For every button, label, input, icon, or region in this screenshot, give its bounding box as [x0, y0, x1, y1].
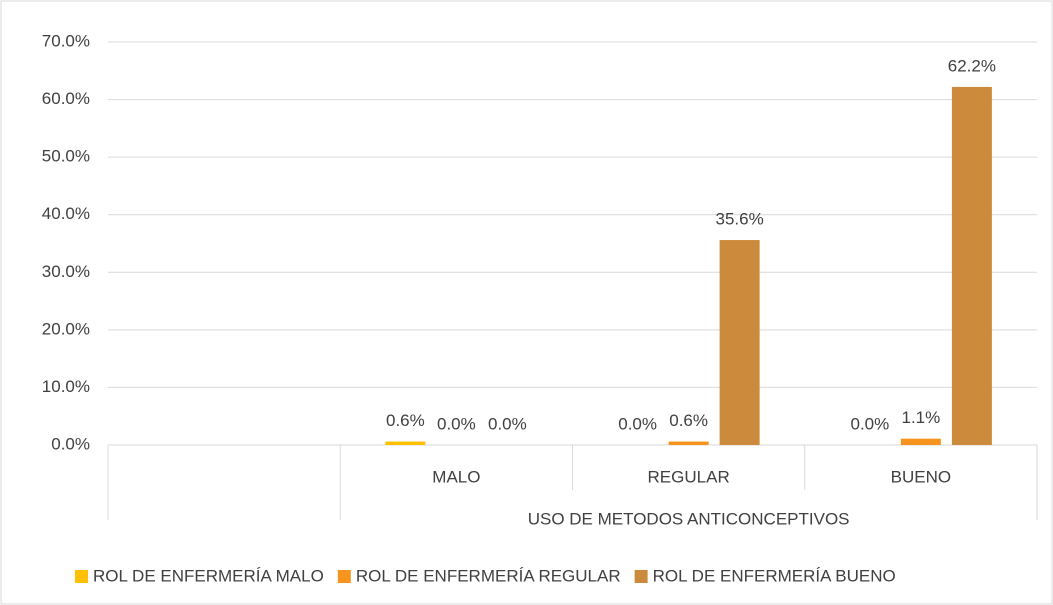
legend-swatch [337, 570, 351, 583]
y-tick-label: 50.0% [42, 147, 90, 166]
data-label: 62.2% [948, 56, 996, 75]
y-tick-label: 70.0% [42, 31, 90, 50]
data-label: 0.0% [488, 414, 527, 433]
y-tick-label: 60.0% [42, 89, 90, 108]
legend-swatch [75, 570, 88, 583]
data-label: 0.0% [437, 414, 476, 433]
bar [951, 86, 992, 446]
bar [668, 441, 709, 445]
x-group-label: USO DE METODOS ANTICONCEPTIVOS [528, 509, 850, 528]
x-tick-label: BUENO [891, 467, 951, 486]
data-label: 0.0% [618, 414, 657, 433]
bar [385, 441, 426, 445]
x-tick-label: REGULAR [648, 467, 730, 486]
y-tick-label: 0.0% [51, 434, 90, 453]
y-tick-label: 30.0% [42, 262, 90, 281]
legend-label: ROL DE ENFERMERÍA MALO [93, 566, 324, 585]
legend-swatch [634, 570, 648, 583]
data-label: 1.1% [902, 408, 941, 427]
bar [900, 438, 941, 445]
data-label: 35.6% [716, 210, 764, 229]
legend-label: ROL DE ENFERMERÍA REGULAR [356, 566, 621, 585]
legend-label: ROL DE ENFERMERÍA BUENO [653, 566, 896, 585]
bar [719, 240, 760, 445]
y-tick-label: 20.0% [42, 319, 90, 338]
data-label: 0.0% [851, 414, 890, 433]
y-tick-label: 10.0% [42, 377, 90, 396]
x-tick-label: MALO [432, 467, 480, 486]
data-label: 0.6% [669, 411, 708, 430]
data-label: 0.6% [386, 411, 425, 430]
y-tick-label: 40.0% [42, 204, 90, 223]
